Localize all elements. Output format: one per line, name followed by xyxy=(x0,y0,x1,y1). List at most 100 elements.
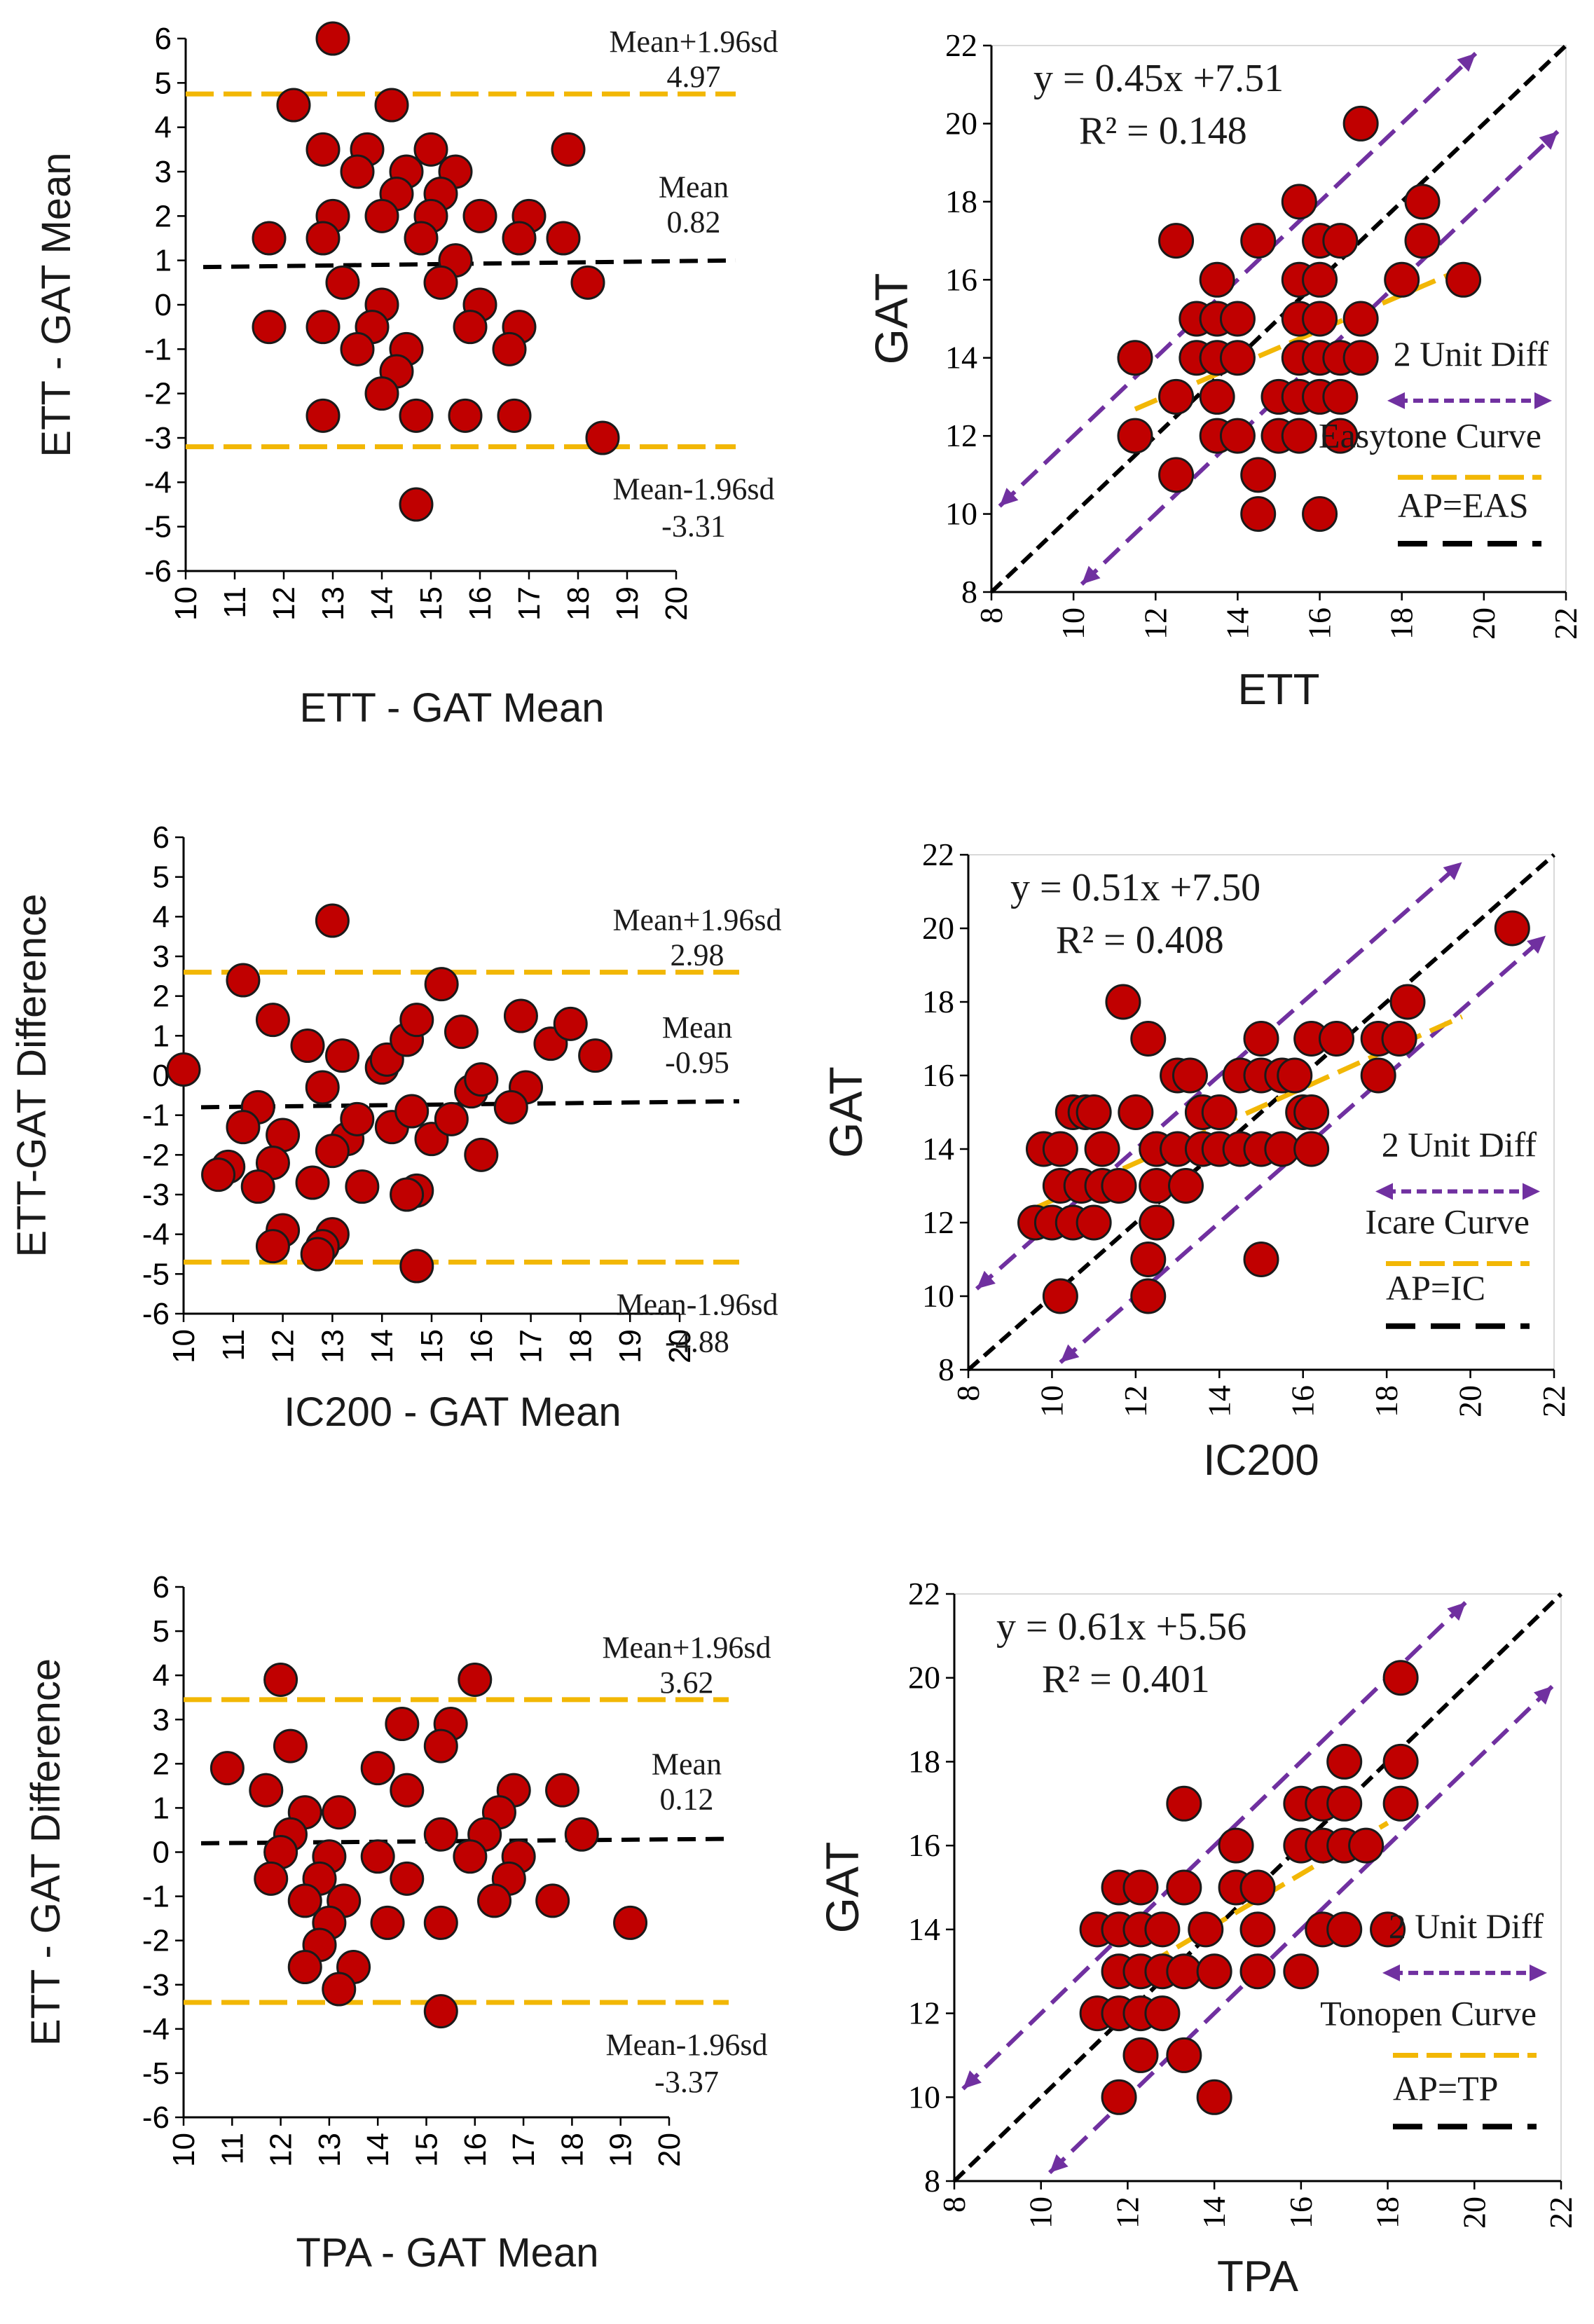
data-point xyxy=(1240,496,1277,532)
y-tick-label: -2 xyxy=(142,1138,170,1172)
y-tick-label: 16 xyxy=(908,1827,940,1863)
data-point xyxy=(502,221,537,256)
y-tick-label: -3 xyxy=(144,421,172,455)
data-point xyxy=(1322,418,1359,454)
data-point xyxy=(1168,1168,1204,1204)
x-tick-label: 10 xyxy=(1033,1385,1069,1417)
data-point xyxy=(1144,1995,1181,2032)
y-tick-label: 4 xyxy=(155,111,172,145)
plus-2-unit-line-arrowhead xyxy=(963,2070,982,2089)
y-tick-label: 6 xyxy=(153,1570,170,1604)
data-point xyxy=(585,420,620,455)
y-tick-label: -6 xyxy=(144,554,172,589)
y-axis-title: GAT xyxy=(865,273,917,365)
data-point xyxy=(394,1094,430,1129)
data-point xyxy=(252,310,287,345)
y-tick-label: 14 xyxy=(945,340,977,376)
y-tick-label: -1 xyxy=(144,332,172,366)
y-tick-label: -2 xyxy=(142,1924,170,1958)
data-point xyxy=(364,198,399,233)
data-point xyxy=(287,1950,322,1985)
data-point xyxy=(1122,1869,1159,1906)
data-point xyxy=(1239,1911,1276,1948)
y-tick-label: 10 xyxy=(945,496,977,532)
data-point xyxy=(399,1249,434,1284)
x-tick-label: 11 xyxy=(217,1329,251,1361)
data-point xyxy=(1130,1021,1167,1057)
data-point xyxy=(1342,301,1379,337)
minus-2-unit-line-arrowhead xyxy=(1534,1686,1553,1705)
data-point xyxy=(1188,1911,1224,1948)
y-tick-label: 16 xyxy=(922,1057,954,1093)
x-tick-label: 17 xyxy=(507,2133,541,2167)
y-tick-label: 1 xyxy=(155,244,172,278)
upper-limit-label: Mean+1.96sd xyxy=(612,903,781,937)
data-point xyxy=(1283,1953,1319,1990)
data-point xyxy=(305,310,341,345)
data-point xyxy=(1158,457,1195,493)
y-tick-label: 0 xyxy=(153,1836,170,1870)
mean-value: 0.82 xyxy=(667,205,721,239)
x-tick-label: 13 xyxy=(312,2133,347,2167)
data-point xyxy=(477,1883,512,1918)
data-point xyxy=(1382,1743,1419,1780)
legend-unit-diff-label: 2 Unit Diff xyxy=(1394,334,1549,373)
x-tick-label: 20 xyxy=(1456,2196,1492,2229)
data-point xyxy=(276,88,311,123)
data-point xyxy=(364,376,399,411)
y-tick-label: 6 xyxy=(153,820,170,855)
x-tick-label: 22 xyxy=(1548,607,1583,640)
lower-limit-value: -3.37 xyxy=(654,2065,719,2099)
minus-2-unit-line-arrowhead xyxy=(1050,2154,1069,2173)
data-point xyxy=(578,1038,613,1073)
data-point xyxy=(1302,496,1338,532)
y-axis-title: ETT - GAT Difference xyxy=(23,1658,69,2046)
x-tick-label: 10 xyxy=(1023,2196,1059,2229)
x-tick-label: 18 xyxy=(555,2133,589,2167)
plus-2-unit-line-arrowhead xyxy=(1447,1602,1466,1621)
upper-limit-value: 3.62 xyxy=(660,1665,714,1700)
x-tick-label: 19 xyxy=(604,2133,638,2167)
data-point xyxy=(1166,1785,1202,1822)
y-tick-label: 20 xyxy=(922,910,954,946)
minus-2-unit-line-arrowhead xyxy=(1539,131,1558,150)
data-point xyxy=(553,1006,588,1041)
data-point xyxy=(404,221,439,256)
data-point xyxy=(453,1839,488,1874)
data-point xyxy=(1318,1021,1354,1057)
x-tick-label: 14 xyxy=(365,586,399,621)
data-point xyxy=(399,398,434,433)
legend-identity-label: AP=TP xyxy=(1393,2068,1498,2108)
data-point xyxy=(315,1134,350,1169)
data-point xyxy=(1076,1094,1112,1130)
x-tick-label: 20 xyxy=(1452,1385,1488,1417)
x-tick-label: 8 xyxy=(950,1385,986,1401)
y-tick-label: 3 xyxy=(155,155,172,189)
data-point xyxy=(263,1662,298,1697)
data-point xyxy=(423,1728,458,1763)
data-point xyxy=(399,487,434,522)
y-tick-label: 22 xyxy=(908,1576,940,1611)
data-point xyxy=(1384,261,1420,298)
x-tick-label: 15 xyxy=(414,586,448,621)
data-point xyxy=(1239,1953,1276,1990)
x-tick-label: 12 xyxy=(264,2133,298,2167)
data-point xyxy=(1342,105,1379,142)
y-axis-title: GAT xyxy=(816,1842,868,1934)
y-tick-label: 14 xyxy=(922,1131,954,1167)
data-point xyxy=(305,132,341,167)
data-point xyxy=(1218,1827,1254,1864)
y-tick-label: 16 xyxy=(945,261,977,297)
data-point xyxy=(325,1038,360,1073)
lower-limit-value: -4.88 xyxy=(665,1324,729,1359)
r-squared: R² = 0.408 xyxy=(1056,919,1224,962)
data-point xyxy=(434,1101,469,1136)
data-point xyxy=(1101,2079,1137,2115)
x-tick-label: 12 xyxy=(1137,607,1173,640)
x-tick-label: 10 xyxy=(1055,607,1091,640)
y-tick-label: 10 xyxy=(908,2079,940,2115)
x-tick-label: 14 xyxy=(1196,2196,1232,2229)
